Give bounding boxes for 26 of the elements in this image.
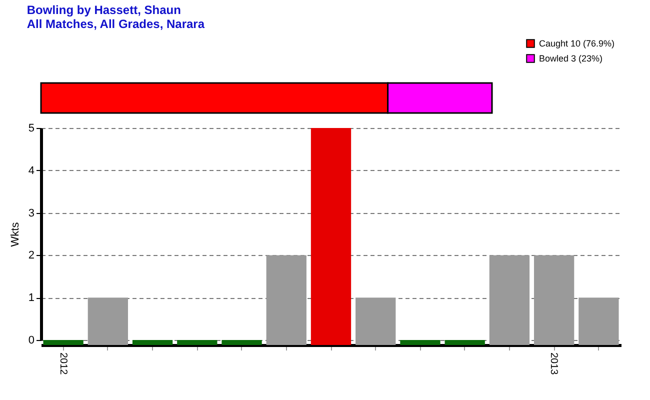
chart-subtitle: All Matches, All Grades, Narara [26, 17, 205, 31]
bar [578, 298, 619, 345]
bar [534, 255, 574, 345]
bar [444, 340, 485, 345]
chart-title: Bowling by Hassett, Shaun [26, 3, 181, 17]
y-tick-label: 4 [28, 164, 34, 177]
y-axis-title: Wkts [9, 222, 22, 247]
bar [489, 255, 530, 345]
y-tick-label: 5 [28, 122, 34, 134]
legend-label: Caught 10 (76.9%) [539, 38, 615, 48]
bar [266, 255, 306, 345]
y-tick-label: 3 [28, 207, 34, 220]
bar [400, 340, 440, 345]
y-tick-label: 2 [28, 250, 34, 262]
y-tick-label: 1 [28, 292, 34, 304]
x-tick-label: 2013 [548, 352, 560, 376]
bar [132, 340, 173, 345]
bar [88, 298, 128, 345]
bar [356, 298, 396, 345]
bar [43, 340, 84, 345]
legend-label: Bowled 3 (23%) [539, 54, 603, 64]
bar [177, 340, 218, 345]
bar [222, 340, 262, 345]
x-tick-label: 2012 [57, 352, 68, 376]
y-tick-label: 0 [28, 334, 34, 346]
bar [310, 128, 352, 345]
